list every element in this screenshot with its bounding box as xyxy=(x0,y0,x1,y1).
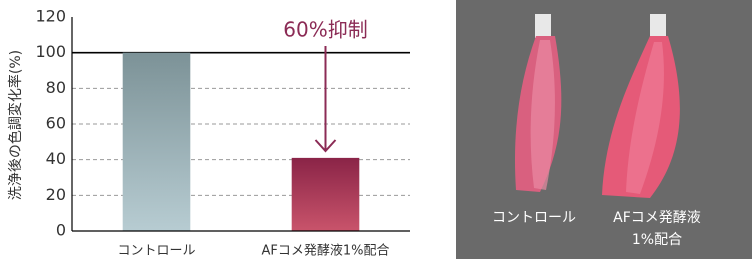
annotation: 60%抑制 xyxy=(283,18,367,42)
y-tick-label: 120 xyxy=(35,7,66,26)
clip xyxy=(650,14,666,38)
chart: 洗浄後の色調変化率(%) コントロール AFコメ発酵液 1%配合 0 20 40 60… xyxy=(0,0,752,259)
y-tick-label: 80 xyxy=(46,78,66,97)
page: {"chart_data": {"type": "bar", "ylabel":… xyxy=(0,0,752,259)
photo: コントロール AFコメ発酵液 1%配合 xyxy=(456,0,752,259)
y-tick-label: 0 xyxy=(56,221,66,240)
y-tick-label: 100 xyxy=(35,42,66,61)
bar xyxy=(123,53,191,231)
photo-label: AFコメ発酵液 xyxy=(613,210,701,226)
y-tick-label: 20 xyxy=(46,185,66,204)
y-tick-label: 60 xyxy=(46,114,66,133)
y-axis-label: 洗浄後の色調変化率(%) xyxy=(7,50,24,200)
y-tick-label: 40 xyxy=(46,149,66,168)
x-tick-label: コントロール xyxy=(117,244,195,259)
photo-label: 1%配合 xyxy=(632,232,682,248)
x-tick-label: AFコメ発酵液1%配合 xyxy=(262,244,390,259)
clip xyxy=(535,14,551,38)
photo-label: コントロール xyxy=(492,210,576,226)
bar xyxy=(292,158,360,231)
